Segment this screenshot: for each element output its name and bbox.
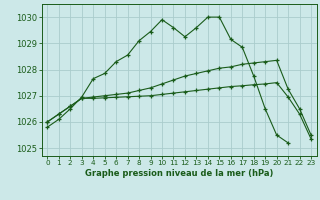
X-axis label: Graphe pression niveau de la mer (hPa): Graphe pression niveau de la mer (hPa) [85, 169, 273, 178]
